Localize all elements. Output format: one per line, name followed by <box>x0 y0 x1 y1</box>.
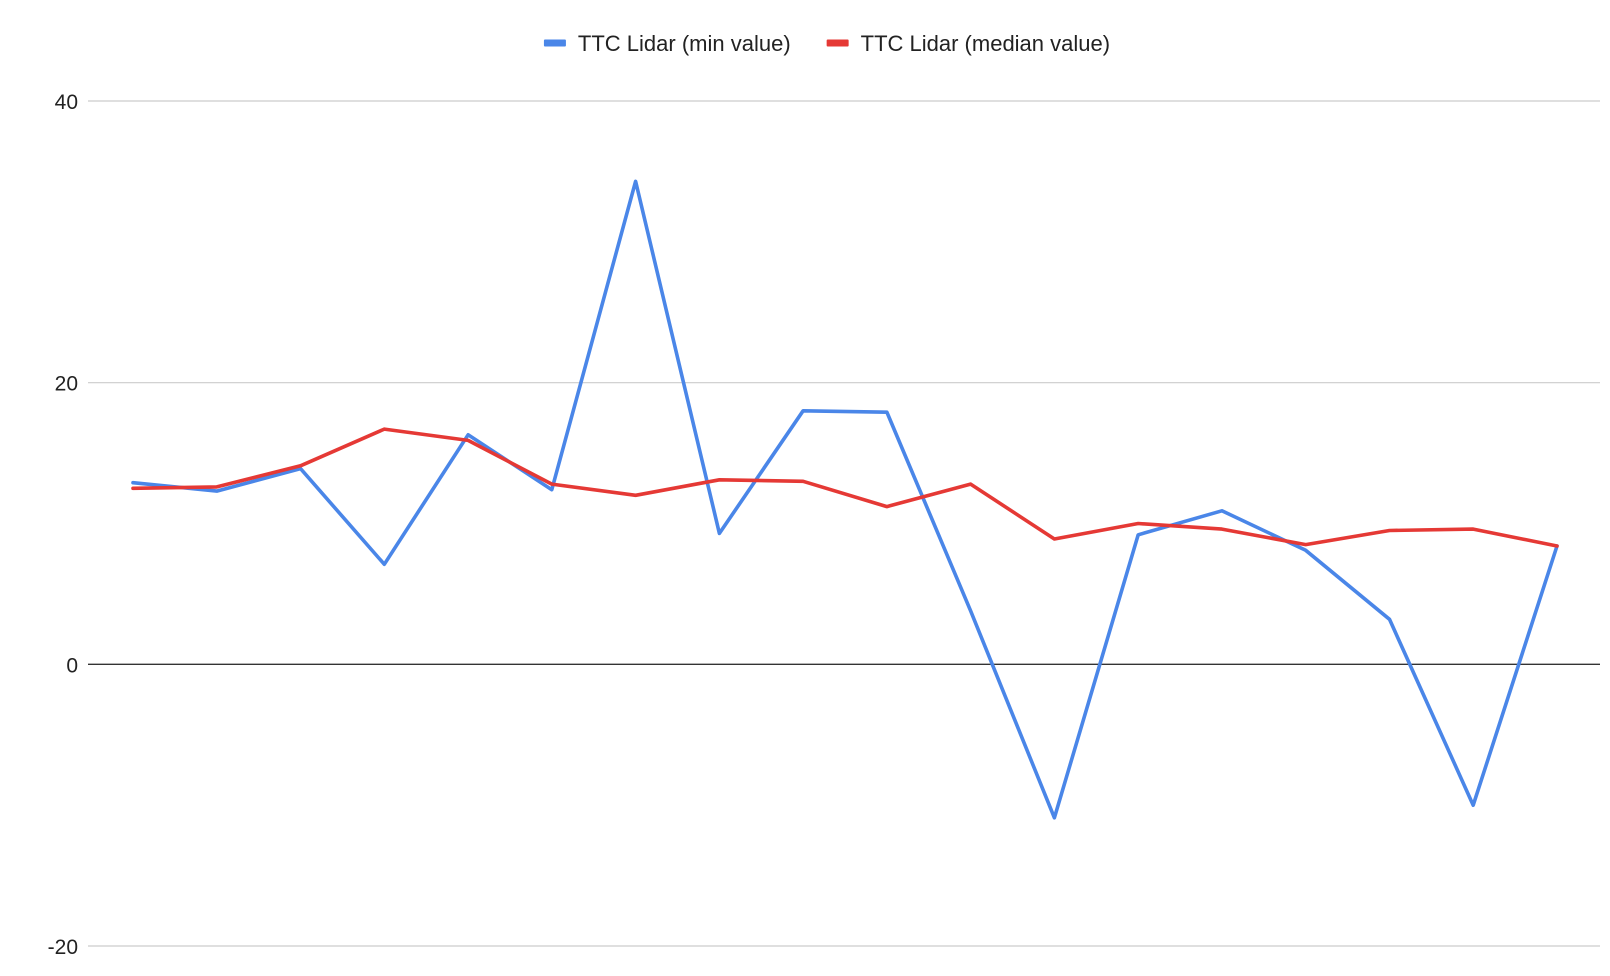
series-line-median-value <box>131 427 1559 548</box>
y-tick-label: -20 <box>48 936 78 959</box>
legend-item-median-value: TTC Lidar (median value) <box>826 31 1110 56</box>
y-tick-label: 20 <box>55 373 78 396</box>
legend-label: TTC Lidar (min value) <box>578 31 791 56</box>
legend-swatch <box>826 39 849 47</box>
series-line-min-value <box>131 179 1559 820</box>
y-axis-tick-labels: 40 20 0 -20 <box>48 91 78 959</box>
gridlines <box>88 100 1600 947</box>
series-lines <box>131 179 1559 820</box>
legend-item-min-value: TTC Lidar (min value) <box>543 31 791 56</box>
legend-swatch <box>543 39 566 47</box>
legend-label: TTC Lidar (median value) <box>861 31 1110 56</box>
y-tick-label: 0 <box>66 654 78 677</box>
y-tick-label: 40 <box>55 91 78 114</box>
legend: TTC Lidar (min value) TTC Lidar (median v… <box>543 31 1110 56</box>
